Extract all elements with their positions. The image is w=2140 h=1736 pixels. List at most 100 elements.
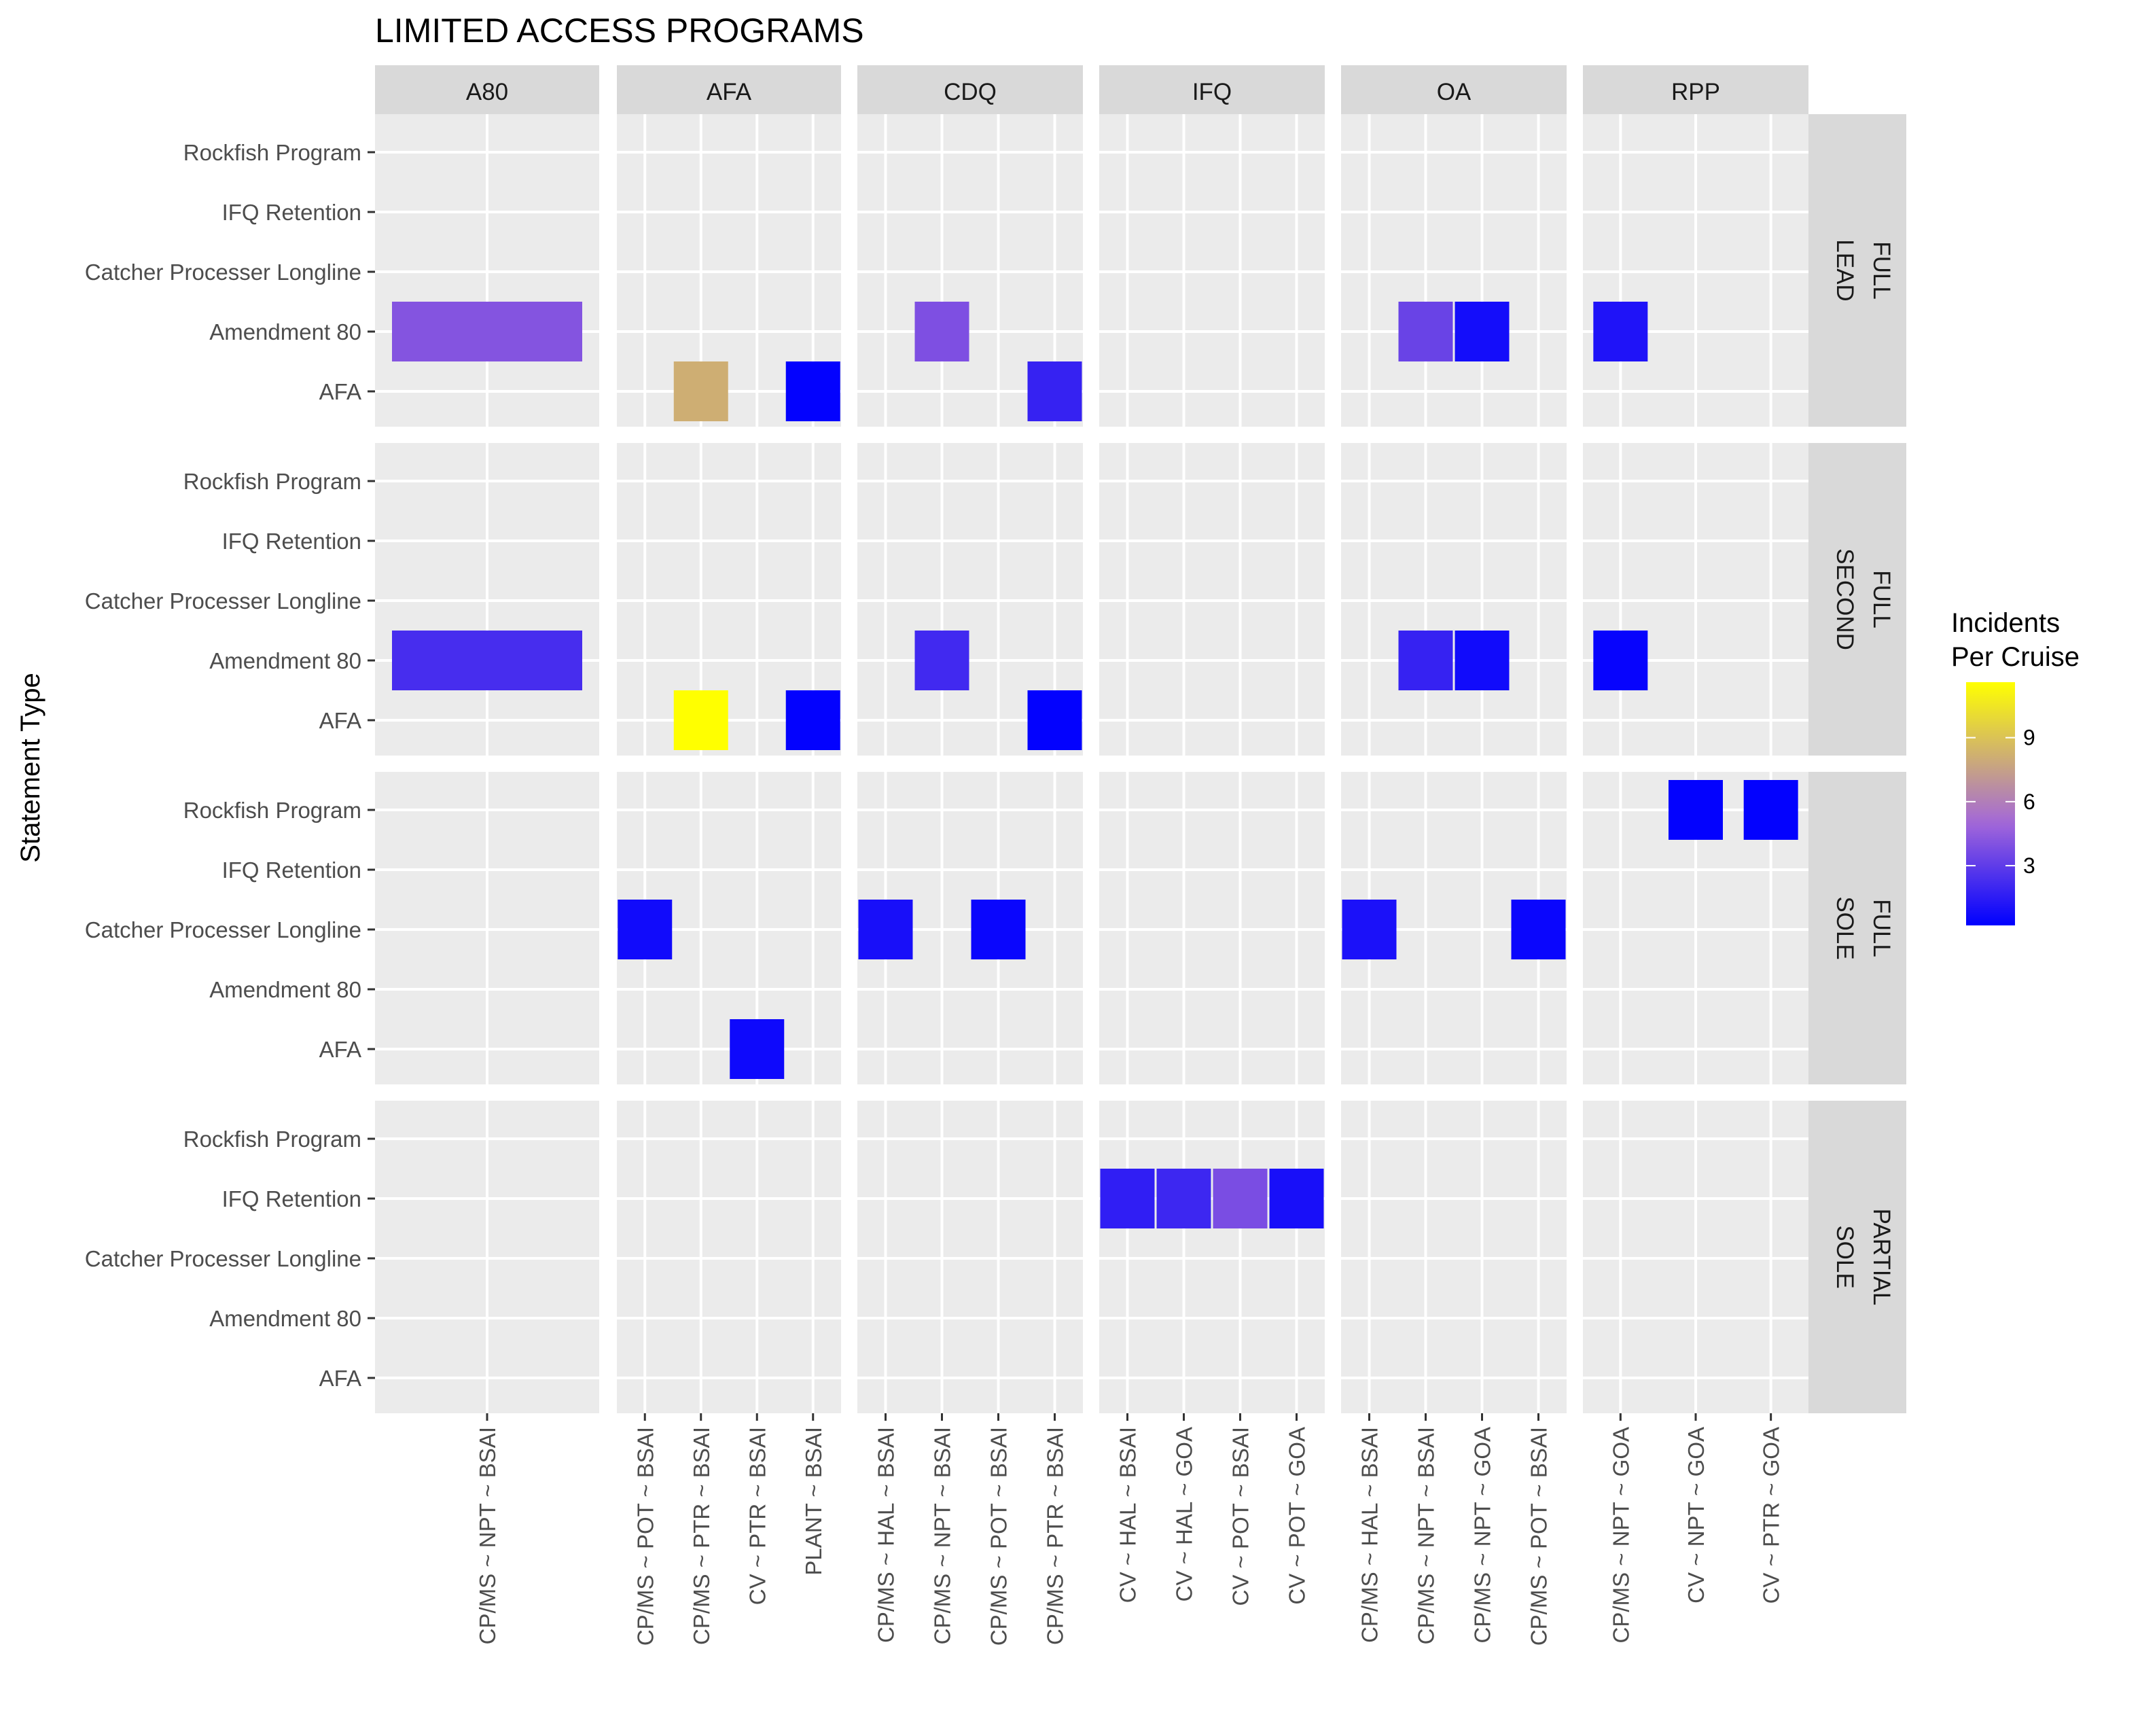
- x-tick-label: PLANT ~ BSAI: [801, 1427, 826, 1576]
- x-tick-label: CP/MS ~ NPT ~ BSAI: [475, 1427, 500, 1644]
- y-tick-label: Rockfish Program: [183, 140, 361, 165]
- heatmap-tile: [1027, 690, 1082, 750]
- y-tick-label: Rockfish Program: [183, 469, 361, 494]
- heatmap-tile: [1269, 1169, 1324, 1228]
- heatmap-tile: [673, 690, 728, 750]
- heatmap-tile: [1593, 302, 1648, 361]
- x-tick-label: CV ~ POT ~ BSAI: [1228, 1427, 1253, 1606]
- column-strip: [1099, 65, 1325, 114]
- y-tick-label: Amendment 80: [209, 319, 361, 344]
- column-strip: [375, 65, 599, 114]
- heatmap-tile: [914, 631, 969, 690]
- column-strip: [617, 65, 841, 114]
- row-strip: [1808, 1101, 1906, 1413]
- x-tick-label: CP/MS ~ PTR ~ BSAI: [689, 1427, 714, 1645]
- heatmap-tile: [971, 900, 1026, 959]
- y-tick-label: Rockfish Program: [183, 798, 361, 823]
- y-tick-label: AFA: [319, 1037, 361, 1062]
- row-strip-label: PARTIAL: [1868, 1209, 1895, 1306]
- x-tick-label: CV ~ PTR ~ BSAI: [745, 1427, 770, 1605]
- row-strip: [1808, 772, 1906, 1084]
- column-strip-label: A80: [466, 79, 508, 105]
- y-tick-label: Catcher Processer Longline: [85, 260, 361, 285]
- heatmap-tile: [1342, 900, 1397, 959]
- heatmap-tile: [914, 302, 969, 361]
- y-tick-label: Amendment 80: [209, 1306, 361, 1331]
- y-tick-label: AFA: [319, 708, 361, 733]
- y-tick-label: IFQ Retention: [222, 200, 361, 225]
- x-tick-label: CP/MS ~ HAL ~ BSAI: [874, 1427, 899, 1643]
- y-tick-label: Rockfish Program: [183, 1127, 361, 1152]
- heatmap-tile: [785, 690, 840, 750]
- heatmap-tile: [392, 631, 582, 690]
- legend-tick-label: 6: [2023, 790, 2035, 814]
- x-tick-label: CV ~ NPT ~ GOA: [1683, 1427, 1709, 1604]
- y-tick-label: AFA: [319, 1366, 361, 1391]
- heatmap-tile: [1743, 780, 1798, 840]
- y-tick-label: Amendment 80: [209, 977, 361, 1002]
- y-tick-label: Catcher Processer Longline: [85, 588, 361, 614]
- y-tick-label: Amendment 80: [209, 648, 361, 673]
- heatmap-tile: [673, 361, 728, 421]
- heatmap-tile: [1593, 631, 1648, 690]
- x-tick-label: CP/MS ~ NPT ~ GOA: [1608, 1427, 1633, 1643]
- row-strip-label: FULL: [1868, 570, 1895, 628]
- heatmap-tile: [618, 900, 673, 959]
- legend-title: Per Cruise: [1951, 642, 2080, 672]
- x-tick-label: CP/MS ~ NPT ~ BSAI: [1414, 1427, 1439, 1644]
- row-strip-label: SOLE: [1832, 896, 1858, 959]
- y-tick-label: IFQ Retention: [222, 529, 361, 554]
- x-tick-label: CV ~ POT ~ GOA: [1285, 1427, 1310, 1605]
- heatmap-tile: [392, 302, 582, 361]
- chart-title: LIMITED ACCESS PROGRAMS: [375, 12, 864, 50]
- x-tick-label: CV ~ PTR ~ GOA: [1759, 1427, 1784, 1604]
- y-tick-label: Catcher Processer Longline: [85, 917, 361, 942]
- heatmap-tile: [1156, 1169, 1211, 1228]
- row-strip-label: FULL: [1868, 241, 1895, 300]
- x-tick-label: CP/MS ~ PTR ~ BSAI: [1043, 1427, 1068, 1645]
- legend-tick-label: 9: [2023, 726, 2035, 750]
- x-tick-label: CP/MS ~ POT ~ BSAI: [632, 1427, 658, 1646]
- y-tick-label: AFA: [319, 379, 361, 404]
- heatmap-tile: [785, 361, 840, 421]
- x-tick-label: CP/MS ~ NPT ~ GOA: [1470, 1427, 1495, 1643]
- row-strip: [1808, 114, 1906, 427]
- row-strip-label: SECOND: [1832, 548, 1858, 650]
- y-tick-label: Catcher Processer Longline: [85, 1246, 361, 1271]
- row-strip: [1808, 443, 1906, 756]
- heatmap-tile: [1398, 302, 1453, 361]
- y-axis-label: Statement Type: [16, 673, 46, 862]
- x-tick-label: CP/MS ~ POT ~ BSAI: [986, 1427, 1012, 1646]
- row-strip-label: SOLE: [1832, 1225, 1858, 1288]
- heatmap-tile: [1669, 780, 1723, 840]
- legend-title: Incidents: [1951, 608, 2060, 638]
- row-strip-label: LEAD: [1832, 239, 1858, 301]
- column-strip-label: IFQ: [1192, 79, 1232, 105]
- heatmap-tile: [1398, 631, 1453, 690]
- column-strip-label: OA: [1437, 79, 1472, 105]
- x-tick-label: CV ~ HAL ~ GOA: [1172, 1427, 1197, 1601]
- column-strip-label: CDQ: [944, 79, 997, 105]
- column-strip: [857, 65, 1083, 114]
- x-tick-label: CP/MS ~ POT ~ BSAI: [1527, 1427, 1552, 1646]
- y-tick-label: IFQ Retention: [222, 1186, 361, 1211]
- heatmap-tile: [1213, 1169, 1268, 1228]
- column-strip: [1583, 65, 1808, 114]
- x-tick-label: CP/MS ~ HAL ~ BSAI: [1357, 1427, 1383, 1643]
- column-strip-label: AFA: [707, 79, 752, 105]
- heatmap-tile: [1511, 900, 1566, 959]
- x-tick-label: CV ~ HAL ~ BSAI: [1116, 1427, 1141, 1603]
- heatmap-tile: [1100, 1169, 1155, 1228]
- heatmap-tile: [1455, 302, 1510, 361]
- column-strip-label: RPP: [1671, 79, 1720, 105]
- x-tick-label: CP/MS ~ NPT ~ BSAI: [930, 1427, 955, 1644]
- heatmap-tile: [858, 900, 913, 959]
- column-strip: [1341, 65, 1567, 114]
- y-tick-label: IFQ Retention: [222, 857, 361, 883]
- legend-colorbar: [1966, 682, 2015, 925]
- legend-tick-label: 3: [2023, 853, 2035, 878]
- row-strip-label: FULL: [1868, 899, 1895, 957]
- heatmap-tile: [1027, 361, 1082, 421]
